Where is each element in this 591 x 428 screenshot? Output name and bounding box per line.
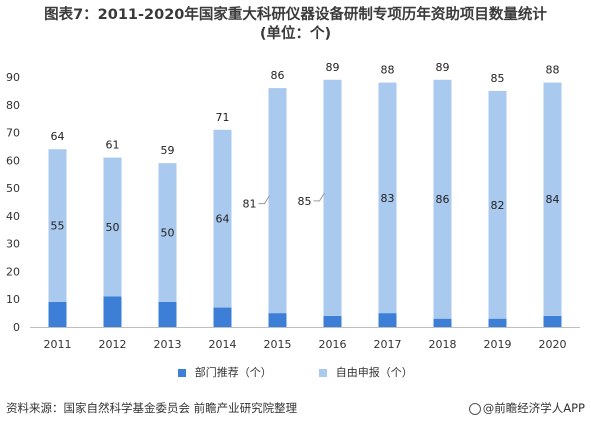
data-label-free-2016: 85: [298, 195, 312, 208]
x-tick-label-2015: 2015: [264, 338, 292, 351]
leader-line-2016: [313, 192, 325, 202]
x-tick-label-2014: 2014: [209, 338, 237, 351]
bar-dept-2020: [543, 315, 562, 327]
data-label-total-2017: 88: [381, 64, 395, 77]
bar-free-2018: [433, 79, 452, 319]
brand-text: @前瞻经济学人APP: [482, 401, 585, 415]
data-label-free-2017: 83: [381, 192, 395, 205]
x-tick-label-2019: 2019: [484, 338, 512, 351]
x-tick-label-2016: 2016: [319, 338, 347, 351]
legend-swatch-free: [319, 369, 328, 377]
data-label-total-2014: 71: [216, 111, 230, 124]
x-tick-label-2013: 2013: [154, 338, 182, 351]
bar-dept-2012: [103, 296, 122, 327]
x-tick-label-2018: 2018: [429, 338, 457, 351]
data-label-free-2013: 50: [161, 227, 175, 240]
data-label-total-2020: 88: [546, 64, 560, 77]
bar-free-2015: [268, 88, 287, 314]
legend-swatch-dept: [178, 369, 187, 377]
data-label-total-2015: 86: [271, 69, 285, 82]
y-tick-label-0: 0: [13, 321, 20, 334]
bar-free-2017: [378, 82, 397, 314]
y-tick-label-40: 40: [6, 210, 20, 223]
data-label-total-2019: 85: [491, 72, 505, 85]
bar-dept-2017: [378, 313, 397, 327]
bar-free-2016: [323, 79, 342, 316]
bar-dept-2016: [323, 315, 342, 327]
x-tick-label-2017: 2017: [374, 338, 402, 351]
brand-credit: @前瞻经济学人APP: [468, 400, 585, 416]
leader-line-2015: [258, 195, 270, 205]
chart-title-line1: 图表7：2011-2020年国家重大科研仪器设备研制专项历年资助项目数量统计: [44, 7, 547, 23]
y-tick-label-60: 60: [6, 154, 20, 167]
bar-free-2011: [48, 149, 67, 302]
data-label-total-2013: 59: [161, 144, 175, 157]
y-tick-label-80: 80: [6, 99, 20, 112]
data-label-total-2016: 89: [326, 61, 340, 74]
bar-free-2013: [158, 163, 177, 302]
legend-item-dept: 部门推荐（个）: [178, 364, 272, 380]
bar-free-2012: [103, 157, 122, 297]
data-label-free-2011: 55: [51, 220, 65, 233]
source-note: 资料来源：国家自然科学基金委员会 前瞻产业研究院整理: [6, 401, 298, 415]
y-tick-label-90: 90: [6, 71, 20, 84]
brand-logo-icon: [468, 402, 481, 415]
legend-label-free: 自由申报（个）: [335, 366, 413, 379]
y-tick-label-30: 30: [6, 238, 20, 251]
x-tick-label-2011: 2011: [44, 338, 72, 351]
bar-dept-2018: [433, 318, 452, 327]
data-label-total-2012: 61: [106, 139, 120, 152]
bar-dept-2019: [488, 318, 507, 327]
bar-dept-2011: [48, 302, 67, 327]
x-tick-label-2020: 2020: [539, 338, 567, 351]
y-tick-label-50: 50: [6, 182, 20, 195]
y-tick-label-70: 70: [6, 127, 20, 140]
bar-dept-2015: [268, 313, 287, 327]
bar-free-2020: [543, 82, 562, 316]
legend-item-free: 自由申报（个）: [319, 364, 413, 380]
bar-free-2019: [488, 90, 507, 319]
data-label-free-2018: 86: [436, 193, 450, 206]
data-label-total-2011: 64: [51, 130, 65, 143]
data-label-free-2020: 84: [546, 193, 560, 206]
y-tick-label-10: 10: [6, 293, 20, 306]
chart-title: 图表7：2011-2020年国家重大科研仪器设备研制专项历年资助项目数量统计 (…: [0, 6, 591, 44]
data-label-free-2015: 81: [243, 198, 257, 211]
data-label-free-2014: 64: [216, 213, 230, 226]
y-tick-label-20: 20: [6, 265, 20, 278]
data-label-free-2019: 82: [491, 199, 505, 212]
bar-dept-2013: [158, 302, 177, 327]
chart-title-line2: (单位：个): [259, 26, 332, 42]
bar-free-2014: [213, 129, 232, 308]
x-tick-label-2012: 2012: [99, 338, 127, 351]
data-label-free-2012: 50: [106, 221, 120, 234]
chart-legend: 部门推荐（个） 自由申报（个）: [0, 364, 591, 380]
bar-dept-2014: [213, 307, 232, 327]
legend-label-dept: 部门推荐（个）: [194, 366, 272, 379]
data-label-total-2018: 89: [436, 61, 450, 74]
